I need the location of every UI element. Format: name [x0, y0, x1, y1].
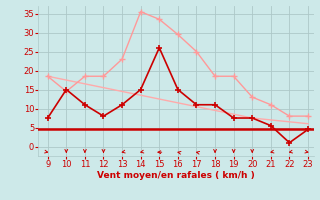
X-axis label: Vent moyen/en rafales ( km/h ): Vent moyen/en rafales ( km/h ) — [97, 171, 255, 180]
